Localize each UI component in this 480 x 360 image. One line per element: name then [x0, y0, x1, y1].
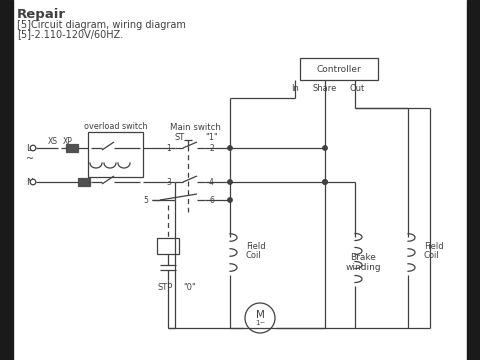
Text: overload switch: overload switch: [84, 122, 147, 131]
Circle shape: [323, 180, 327, 184]
Text: XS: XS: [48, 136, 58, 145]
Text: L: L: [26, 144, 31, 153]
Text: 3: 3: [166, 177, 171, 186]
Circle shape: [323, 146, 327, 150]
Text: STP: STP: [157, 284, 172, 292]
Circle shape: [228, 180, 232, 184]
Text: Coil: Coil: [246, 252, 262, 261]
Circle shape: [245, 303, 275, 333]
Text: Repair: Repair: [17, 8, 66, 21]
FancyBboxPatch shape: [66, 144, 78, 152]
Text: 5: 5: [143, 195, 148, 204]
Text: 6: 6: [209, 195, 214, 204]
Circle shape: [30, 145, 36, 151]
Text: ST: ST: [175, 132, 185, 141]
Text: Out: Out: [349, 84, 365, 93]
Text: Field: Field: [424, 242, 444, 251]
FancyBboxPatch shape: [88, 132, 143, 177]
Text: Coil: Coil: [424, 252, 440, 261]
Text: winding: winding: [345, 264, 381, 273]
Text: "0": "0": [183, 284, 196, 292]
Text: [5]Circuit diagram, wiring diagram: [5]Circuit diagram, wiring diagram: [17, 20, 186, 30]
Circle shape: [228, 146, 232, 150]
Text: Main switch: Main switch: [169, 122, 220, 131]
Text: 1: 1: [166, 144, 171, 153]
FancyBboxPatch shape: [300, 58, 378, 80]
Bar: [467, 0, 480, 360]
Circle shape: [30, 179, 36, 185]
Bar: [0, 0, 13, 360]
Text: [5]-2.110-120V/60HZ.: [5]-2.110-120V/60HZ.: [17, 29, 123, 39]
Text: Controller: Controller: [317, 64, 361, 73]
Circle shape: [228, 198, 232, 202]
Text: N: N: [26, 177, 33, 186]
Text: "1": "1": [205, 132, 218, 141]
Text: In: In: [291, 84, 299, 93]
Text: ~: ~: [26, 154, 34, 164]
Text: 1~: 1~: [255, 320, 265, 326]
Text: M: M: [255, 310, 264, 320]
Text: XP: XP: [63, 136, 73, 145]
Text: 4: 4: [209, 177, 214, 186]
FancyBboxPatch shape: [157, 238, 179, 254]
Text: Brake: Brake: [350, 253, 376, 262]
Text: Share: Share: [313, 84, 337, 93]
Circle shape: [323, 180, 327, 184]
Text: 2: 2: [209, 144, 214, 153]
Text: Field: Field: [246, 242, 265, 251]
FancyBboxPatch shape: [78, 178, 90, 186]
